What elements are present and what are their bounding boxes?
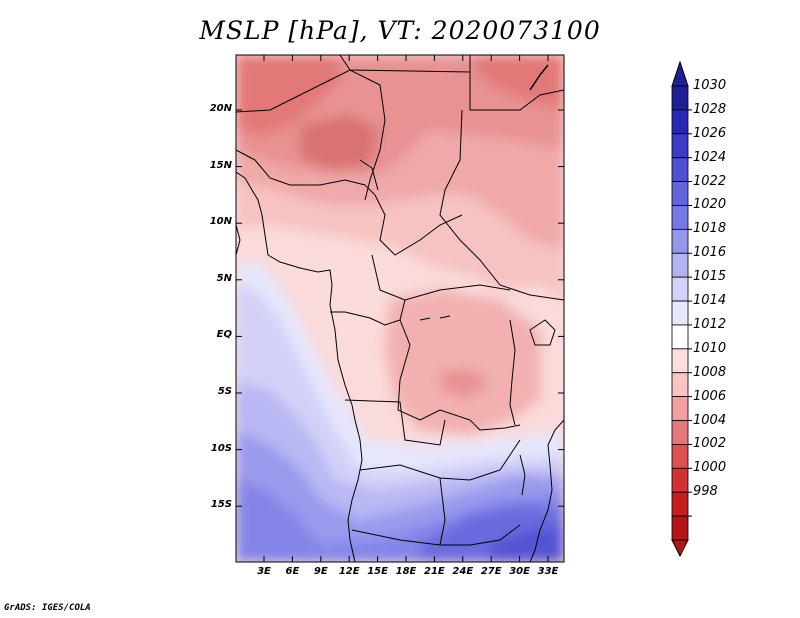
pressure-field [236, 55, 564, 562]
lon-label: 6E [285, 566, 300, 577]
border-car-south [371, 254, 511, 301]
lon-label: 27E [480, 566, 502, 577]
colorbar-swatch [671, 205, 689, 230]
lon-label: 18E [395, 566, 417, 577]
colorbar-swatch [671, 228, 689, 254]
east-coastline [529, 419, 564, 562]
colorbar-label: 1010 [693, 340, 727, 356]
lat-label: 10S [210, 442, 232, 454]
colorbar-label: 1026 [693, 125, 727, 141]
colorbar-swatch [671, 467, 689, 493]
colorbar-swatch [671, 181, 689, 206]
lon-label: 12E [338, 566, 360, 577]
colorbar-label: 1002 [693, 436, 727, 452]
colorbar-swatch [671, 420, 689, 445]
colorbar-label: 998 [693, 484, 718, 500]
lat-label: 10N [209, 216, 232, 228]
colorbar-swatch [671, 252, 689, 278]
colorbar-swatch [671, 491, 689, 517]
border-namibia-south [351, 529, 441, 546]
border-zambia [359, 439, 521, 481]
field-1004-ne [470, 55, 564, 110]
colorbar-label: 1008 [693, 364, 727, 380]
field-1010-congo [385, 290, 540, 435]
lake-victoria [529, 319, 556, 346]
colorbar-label: 1020 [693, 197, 727, 213]
colorbar-label: 1000 [693, 460, 727, 476]
lon-label: 9E [313, 566, 328, 577]
field-1024-se [490, 528, 564, 562]
colorbar-label: 1006 [693, 388, 727, 404]
colorbar-label: 1015 [693, 269, 727, 285]
lon-label: 30E [509, 566, 530, 577]
border-sudan [439, 109, 564, 301]
colorbar-swatch [671, 515, 689, 541]
lat-label: 15S [210, 499, 232, 511]
nile-delta [529, 64, 549, 91]
lake-malawi [519, 454, 526, 496]
colorbar-label: 1022 [693, 173, 727, 189]
colorbar-swatch [671, 396, 689, 421]
lat-label: EQ [216, 329, 232, 341]
colorbar-label: 1028 [693, 101, 727, 117]
border-botswana [439, 477, 521, 546]
colorbar-swatch [671, 276, 689, 302]
colorbar-swatch [671, 372, 689, 398]
border-sahel-2 [236, 149, 376, 196]
lake-chad [359, 159, 379, 191]
colorbar-label: 1030 [693, 78, 727, 93]
lon-label: 21E [424, 566, 445, 577]
colorbar-label: 1004 [693, 412, 727, 428]
border-drc-south [397, 319, 521, 431]
border-car-north [374, 194, 463, 256]
lat-label: 5S [217, 386, 232, 397]
lat-label: 5N [216, 272, 232, 284]
colorbar-swatch [671, 85, 689, 111]
colorbar-label: 1014 [693, 293, 727, 309]
west-coastline [236, 171, 363, 562]
grads-credit: GrADS: IGES/COLA [4, 603, 91, 613]
lon-label: 33E [537, 566, 559, 577]
colorbar-swatch [671, 444, 689, 469]
colorbar-swatch [671, 324, 689, 350]
colorbar-swatch [671, 157, 689, 182]
lat-label: 20N [209, 103, 232, 114]
colorbar-cap-top [671, 60, 689, 87]
border-sahel-1 [236, 69, 386, 201]
colorbar-label: 1018 [693, 221, 727, 237]
river-congo [419, 315, 451, 321]
field-1008-congo [440, 368, 490, 398]
lon-label: 24E [452, 566, 474, 577]
map-axes [235, 54, 565, 563]
lakes-rift [509, 319, 516, 426]
border-angola [344, 399, 446, 446]
border-egypt [469, 72, 564, 111]
border-congo-gabon [330, 299, 406, 326]
coastlines-and-borders [236, 55, 564, 562]
map-title: MSLP [hPa], VT: 2020073100 [199, 16, 601, 45]
colorbar-label: 1012 [693, 316, 727, 332]
map-frame [235, 54, 565, 563]
colorbar [671, 60, 692, 558]
border-north [339, 55, 471, 73]
colorbar-swatch [671, 109, 689, 135]
colorbar-swatch [671, 133, 689, 159]
lat-label: 15N [209, 159, 232, 171]
field-1004-sahel [300, 115, 380, 170]
lon-label: 3E [257, 566, 271, 577]
colorbar-swatch [671, 300, 689, 326]
field-1004-nw [236, 55, 340, 135]
colorbar-label: 1016 [693, 245, 727, 261]
guinea-coast [236, 224, 241, 256]
colorbar-swatch [671, 348, 689, 374]
colorbar-cap-bottom [671, 539, 689, 558]
colorbar-label: 1024 [693, 149, 727, 165]
lon-label: 15E [367, 566, 388, 577]
